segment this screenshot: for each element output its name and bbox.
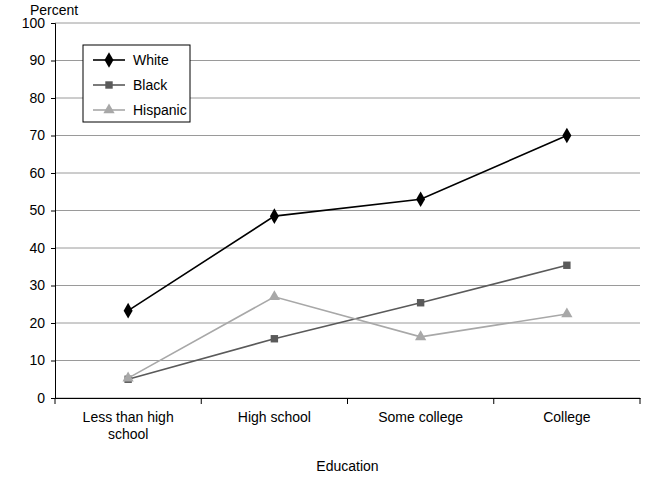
series: [122, 290, 572, 381]
y-tick: 70: [29, 127, 55, 143]
grid-line: [55, 360, 640, 361]
legend-marker: [105, 81, 112, 88]
x-tick-label: High school: [238, 409, 311, 425]
category-divider: [55, 398, 56, 404]
category-dividers: [55, 398, 640, 404]
plot-area: [122, 128, 572, 383]
category-divider: [493, 398, 494, 404]
x-tick: Some college: [378, 398, 463, 425]
grid-line: [55, 248, 640, 249]
y-tick: 50: [29, 202, 55, 218]
legend-item: Black: [93, 77, 168, 93]
y-tick: 90: [29, 52, 55, 68]
x-tick-label: Some college: [378, 409, 463, 425]
grid-line: [55, 323, 640, 324]
y-tick-label: 90: [29, 52, 45, 68]
grid-line: [55, 23, 640, 24]
y-tick: 10: [29, 352, 55, 368]
y-axis-line: [51, 24, 56, 399]
series-marker: [271, 335, 278, 342]
y-tick: 40: [29, 240, 55, 256]
grid-line: [55, 285, 640, 286]
y-axis-title: Percent: [30, 2, 78, 18]
y-tick-label: 20: [29, 315, 45, 331]
series-marker: [563, 262, 570, 269]
series-marker: [124, 303, 133, 319]
series: [124, 262, 570, 383]
series-marker: [562, 128, 571, 144]
x-tick-label-line: Less than high: [83, 409, 174, 425]
legend-item: White: [93, 52, 169, 68]
y-tick-label: 60: [29, 165, 45, 181]
series-marker: [417, 299, 424, 306]
legend-marker: [103, 103, 114, 113]
y-tick-mark: [51, 361, 55, 362]
x-tick-label-line: High school: [238, 409, 311, 425]
y-tick: 30: [29, 277, 55, 293]
y-tick-label: 40: [29, 240, 45, 256]
series-marker: [415, 330, 426, 340]
series-marker: [416, 191, 425, 207]
y-tick-mark: [51, 323, 55, 324]
x-axis: Less than highschool High school Some coll…: [56, 398, 641, 442]
category-divider: [347, 398, 348, 404]
category-divider: [640, 398, 641, 404]
y-tick-mark: [51, 398, 55, 399]
y-tick-mark: [51, 136, 55, 137]
x-tick-label-line: school: [108, 426, 148, 442]
x-tick-label-line: Some college: [378, 409, 463, 425]
x-tick: Less than highschool: [83, 398, 174, 442]
legend-label: White: [133, 52, 169, 68]
x-tick-label: Less than highschool: [83, 409, 174, 442]
y-tick-label: 10: [29, 352, 45, 368]
x-tick-label-line: College: [543, 409, 591, 425]
y-tick-mark: [51, 98, 55, 99]
y-axis: 0102030405060708090100: [22, 15, 56, 406]
y-tick-mark: [51, 248, 55, 249]
y-tick: 80: [29, 90, 55, 106]
y-tick-label: 70: [29, 127, 45, 143]
grid-line: [55, 135, 640, 136]
y-tick: 60: [29, 165, 55, 181]
y-tick-label: 80: [29, 90, 45, 106]
legend-label: Hispanic: [133, 102, 187, 118]
legend-label: Black: [133, 77, 168, 93]
series: [124, 128, 572, 319]
legend: White Black Hispanic: [83, 45, 190, 122]
x-tick: College: [543, 398, 591, 425]
legend-box: [83, 45, 190, 122]
series-line: [128, 265, 567, 379]
legend-item: Hispanic: [93, 102, 187, 118]
x-tick: High school: [238, 398, 311, 425]
x-tick-label: College: [543, 409, 591, 425]
y-tick-label: 0: [37, 390, 45, 406]
grid-line: [55, 210, 640, 211]
x-axis-title: Education: [316, 458, 378, 474]
grid-line: [55, 173, 640, 174]
series-line: [128, 297, 567, 378]
series-marker: [270, 208, 279, 224]
y-tick: 20: [29, 315, 55, 331]
y-tick-mark: [51, 61, 55, 62]
y-tick-mark: [51, 286, 55, 287]
y-tick-label: 30: [29, 277, 45, 293]
y-tick-mark: [51, 211, 55, 212]
y-tick-label: 50: [29, 202, 45, 218]
series-marker: [269, 290, 280, 300]
grid: [55, 23, 640, 398]
y-tick-mark: [51, 23, 55, 24]
chart: 0102030405060708090100Less than highscho…: [0, 0, 650, 480]
series-line: [128, 136, 567, 311]
category-divider: [201, 398, 202, 404]
y-tick: 0: [37, 390, 55, 406]
y-tick-mark: [51, 173, 55, 174]
series-marker: [122, 372, 133, 382]
legend-marker: [105, 52, 114, 68]
series-marker: [561, 307, 572, 317]
